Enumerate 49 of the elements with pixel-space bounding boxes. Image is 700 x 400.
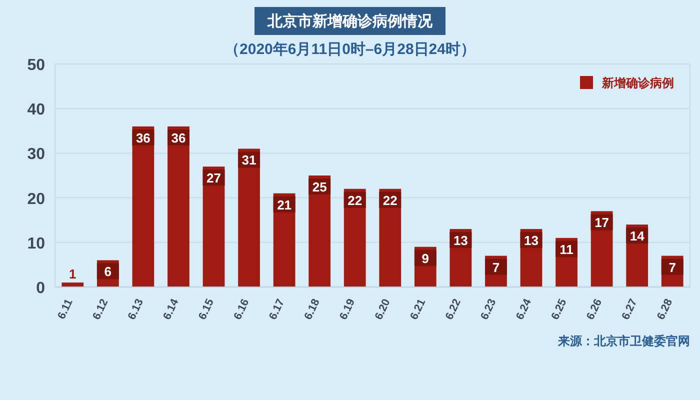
data-label: 14 <box>630 228 646 244</box>
x-tick-label: 6.20 <box>372 297 393 322</box>
data-label: 36 <box>136 130 150 146</box>
x-tick-label: 6.11 <box>56 297 76 322</box>
data-label: 6 <box>104 264 112 280</box>
source-note: 来源：北京市卫健委官网 <box>557 334 690 348</box>
x-tick-label: 6.13 <box>126 297 146 322</box>
data-label: 17 <box>594 215 610 230</box>
x-tick-label: 6.16 <box>232 297 252 322</box>
data-label: 22 <box>348 192 362 208</box>
data-label: 13 <box>524 233 538 248</box>
y-tick-label: 10 <box>27 235 46 252</box>
x-tick-label: 6.24 <box>514 296 534 322</box>
data-label: 11 <box>560 242 574 257</box>
legend-label: 新增确诊病例 <box>601 76 674 90</box>
x-tick-label: 6.17 <box>267 297 288 322</box>
y-tick-label: 0 <box>36 280 46 297</box>
data-label: 21 <box>277 197 292 212</box>
x-tick-label: 6.26 <box>584 297 605 322</box>
chart-title: 北京市新增确诊病例情况 <box>266 12 434 30</box>
data-label: 1 <box>69 266 76 282</box>
data-label: 22 <box>382 192 398 208</box>
y-tick-label: 20 <box>27 190 46 208</box>
bar <box>62 282 84 287</box>
chart-subtitle: （2020年6月11日0时–6月28日24时） <box>224 41 476 58</box>
x-tick-label: 6.15 <box>196 297 216 322</box>
x-tick-label: 6.14 <box>161 296 182 322</box>
y-tick-label: 50 <box>27 57 46 74</box>
x-tick-label: 6.23 <box>478 297 499 322</box>
data-label: 7 <box>668 260 676 275</box>
x-tick-label: 6.18 <box>302 297 322 322</box>
data-label: 25 <box>312 180 327 194</box>
y-tick-label: 30 <box>27 146 46 164</box>
x-tick-label: 6.27 <box>620 297 640 322</box>
x-tick-label: 6.12 <box>90 297 111 322</box>
data-label: 27 <box>206 170 221 186</box>
x-tick-label: 6.28 <box>655 297 676 322</box>
bar <box>132 126 154 287</box>
data-label: 31 <box>242 152 256 168</box>
data-label: 36 <box>171 130 186 146</box>
x-tick-label: 6.25 <box>549 297 570 322</box>
data-label: 9 <box>422 250 430 266</box>
x-tick-label: 6.22 <box>443 297 464 322</box>
x-tick-label: 6.21 <box>408 297 428 322</box>
data-label: 13 <box>453 233 468 248</box>
data-label: 7 <box>492 260 500 275</box>
x-tick-label: 6.19 <box>338 297 358 322</box>
y-tick-label: 40 <box>27 102 46 119</box>
bar <box>168 126 190 287</box>
